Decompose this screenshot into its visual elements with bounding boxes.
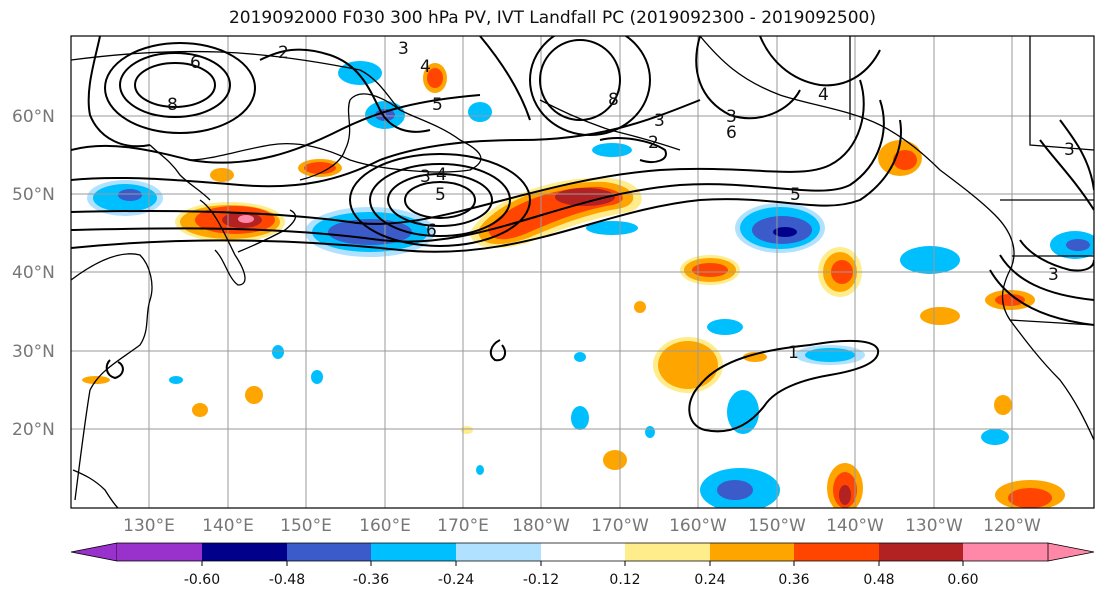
svg-text:5: 5	[790, 185, 801, 205]
svg-text:130°W: 130°W	[905, 516, 963, 536]
svg-text:50°N: 50°N	[12, 185, 55, 205]
colorbar-segment	[710, 543, 794, 561]
svg-text:30°N: 30°N	[12, 342, 55, 362]
svg-text:140°W: 140°W	[826, 516, 884, 536]
svg-text:120°W: 120°W	[983, 516, 1041, 536]
coastlines	[71, 36, 1094, 508]
map-frame	[70, 35, 1095, 509]
colorbar-tick: 0.36	[778, 572, 809, 588]
colorbar-segment	[202, 543, 287, 561]
colorbar-segment	[625, 543, 710, 561]
colorbar-segment	[287, 543, 371, 561]
svg-text:40°N: 40°N	[12, 263, 55, 283]
svg-text:8: 8	[167, 95, 178, 115]
svg-text:2: 2	[648, 133, 659, 153]
colorbar-high-extend	[1047, 542, 1095, 562]
svg-text:4: 4	[420, 57, 431, 77]
svg-text:160°E: 160°E	[359, 516, 411, 536]
colorbar-tick: -0.24	[438, 572, 474, 588]
svg-text:8: 8	[608, 90, 619, 110]
svg-text:170°E: 170°E	[437, 516, 489, 536]
colorbar-tick: 0.12	[609, 572, 640, 588]
colorbar-segment	[371, 543, 456, 561]
svg-text:60°N: 60°N	[12, 107, 55, 127]
svg-text:3: 3	[398, 39, 409, 59]
contour-labels: 6 8 2 3 4 5 3 4 5 6 8 2 3 3 4 5 6 1 3 3	[167, 39, 1075, 363]
svg-text:150°W: 150°W	[748, 516, 806, 536]
colorbar-tick: 0.24	[694, 572, 725, 588]
svg-text:140°E: 140°E	[202, 516, 254, 536]
svg-text:3: 3	[1064, 140, 1075, 160]
colorbar-tick: -0.60	[184, 572, 220, 588]
svg-text:3: 3	[1048, 265, 1059, 285]
svg-text:5: 5	[435, 185, 446, 205]
svg-text:160°W: 160°W	[669, 516, 727, 536]
colorbar-segment	[794, 543, 879, 561]
svg-text:5: 5	[432, 95, 443, 115]
colorbar-tick: 0.48	[863, 572, 894, 588]
svg-text:2: 2	[278, 43, 289, 63]
svg-text:6: 6	[726, 123, 737, 143]
svg-text:4: 4	[436, 165, 447, 185]
svg-text:3: 3	[726, 107, 737, 127]
svg-text:3: 3	[654, 111, 665, 131]
svg-text:6: 6	[426, 221, 437, 241]
colorbar-tick: -0.12	[523, 572, 559, 588]
lat-axis: 60°N 50°N 40°N 30°N 20°N	[12, 107, 55, 440]
colorbar-segment	[879, 543, 963, 561]
svg-text:130°E: 130°E	[123, 516, 175, 536]
svg-text:3: 3	[420, 167, 431, 187]
colorbar-low-extend	[70, 542, 118, 562]
colorbar: -0.60 -0.48 -0.36 -0.24 -0.12 0.12 0.24 …	[70, 542, 1095, 588]
svg-text:4: 4	[818, 85, 829, 105]
svg-text:150°E: 150°E	[280, 516, 332, 536]
svg-text:170°W: 170°W	[591, 516, 649, 536]
colorbar-tick: -0.48	[269, 572, 305, 588]
colorbar-segment	[456, 543, 541, 561]
ivt-contours	[71, 36, 1094, 433]
svg-text:1: 1	[788, 343, 799, 363]
svg-text:180°W: 180°W	[512, 516, 570, 536]
map-title: 2019092000 F030 300 hPa PV, IVT Landfall…	[228, 8, 876, 28]
svg-text:20°N: 20°N	[12, 420, 55, 440]
colorbar-tick: -0.36	[353, 572, 389, 588]
svg-text:6: 6	[190, 53, 201, 73]
colorbar-segment	[117, 543, 202, 561]
colorbar-segment	[963, 543, 1048, 561]
colorbar-tick: 0.60	[947, 572, 978, 588]
colorbar-segment	[541, 543, 625, 561]
lon-axis: 130°E 140°E 150°E 160°E 170°E 180°W 170°…	[123, 516, 1041, 536]
